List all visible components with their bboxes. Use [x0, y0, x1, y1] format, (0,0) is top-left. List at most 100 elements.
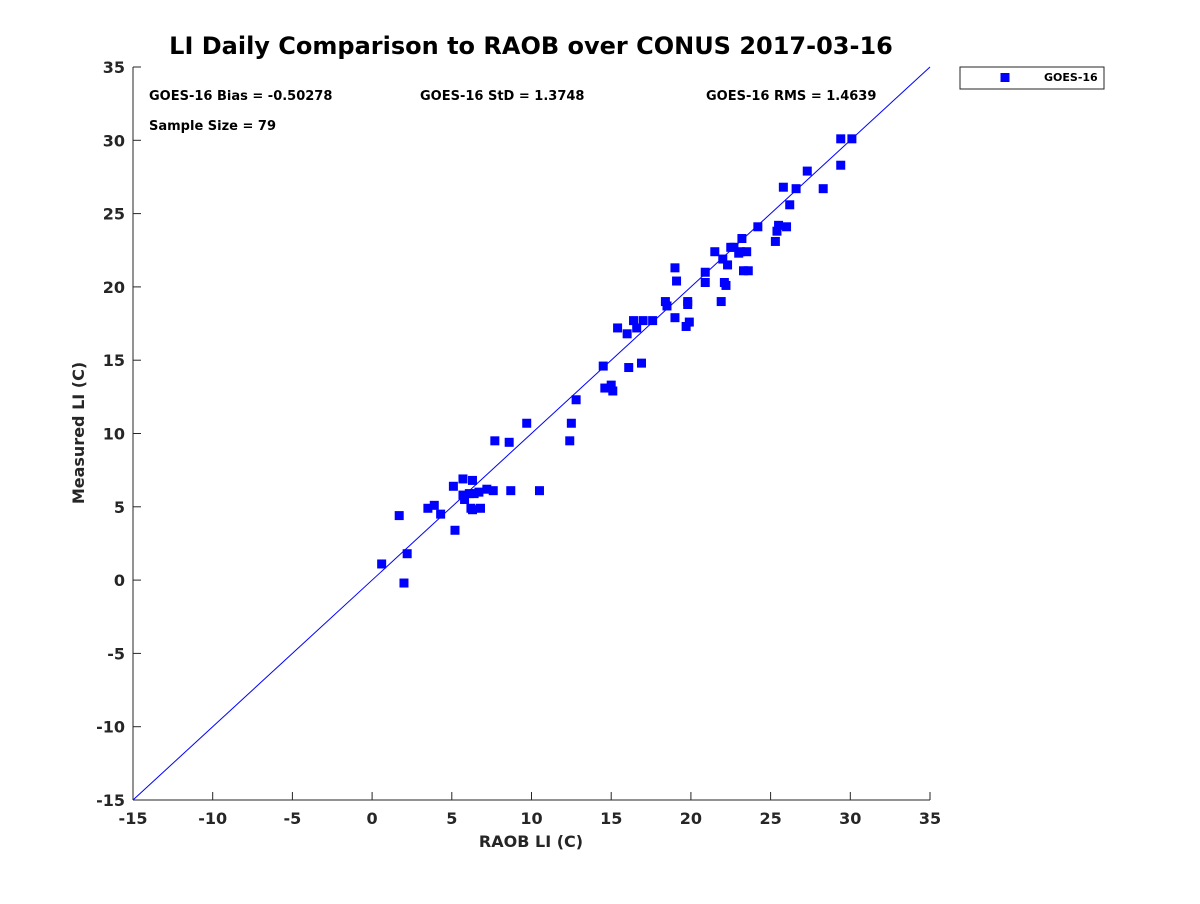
data-point: [802, 166, 812, 176]
data-point: [729, 242, 739, 252]
data-points-layer: [377, 134, 857, 588]
x-axis-label: RAOB LI (C): [479, 832, 583, 851]
data-point: [534, 486, 544, 496]
x-tick-label: 20: [680, 809, 702, 828]
x-tick-label: 30: [839, 809, 861, 828]
data-point: [636, 358, 646, 368]
data-point: [429, 500, 439, 510]
y-tick-label: 15: [103, 351, 125, 370]
data-point: [394, 511, 404, 521]
data-point: [469, 489, 479, 499]
data-point: [475, 503, 485, 513]
std-annotation: GOES-16 StD = 1.3748: [420, 89, 584, 104]
data-point: [770, 236, 780, 246]
data-point: [818, 184, 828, 194]
data-point: [785, 200, 795, 210]
data-point: [721, 280, 731, 290]
data-point: [836, 134, 846, 144]
data-point: [737, 234, 747, 244]
data-point: [474, 487, 484, 497]
data-point: [662, 301, 672, 311]
y-tick-label: 25: [103, 205, 125, 224]
data-point: [436, 509, 446, 519]
data-point: [753, 222, 763, 232]
data-point: [847, 134, 857, 144]
data-point: [423, 503, 433, 513]
data-point: [700, 267, 710, 277]
y-tick-label: 5: [114, 498, 125, 517]
data-point: [571, 395, 581, 405]
data-point: [600, 383, 610, 393]
y-tick-label: 20: [103, 278, 125, 297]
data-point: [739, 266, 748, 276]
data-point: [632, 323, 642, 333]
data-point: [402, 549, 412, 559]
data-point: [778, 182, 788, 192]
data-point: [743, 266, 753, 276]
data-point: [723, 260, 733, 270]
data-point: [718, 254, 728, 264]
legend-marker-goes-16: [1000, 73, 1010, 82]
y-axis-label: Measured LI (C): [69, 362, 88, 504]
legend: GOES-16: [959, 66, 1105, 90]
x-tick-label: 0: [367, 809, 378, 828]
data-point: [608, 386, 618, 396]
data-point: [565, 436, 575, 446]
data-point: [504, 437, 514, 447]
x-tick-label: 5: [446, 809, 457, 828]
data-point: [716, 297, 726, 307]
data-point: [506, 486, 516, 496]
data-point: [648, 316, 658, 326]
x-tick-label: -15: [119, 809, 148, 828]
data-point: [670, 263, 680, 273]
data-point: [791, 184, 801, 194]
y-tick-label: 10: [103, 425, 125, 444]
x-tick-label: -10: [198, 809, 227, 828]
data-point: [684, 317, 694, 327]
data-point: [735, 247, 745, 257]
data-point: [464, 489, 474, 499]
data-point: [377, 559, 387, 569]
data-point: [488, 486, 498, 496]
rms-annotation: GOES-16 RMS = 1.4639: [706, 89, 876, 104]
data-point: [672, 276, 682, 286]
data-point: [629, 316, 639, 326]
data-point: [458, 474, 468, 484]
data-point: [468, 505, 478, 515]
x-tick-label: 35: [919, 809, 941, 828]
x-tick-label: 15: [600, 809, 622, 828]
y-tick-label: -5: [107, 644, 125, 663]
y-tick-label: 0: [114, 571, 125, 590]
y-tick-label: -10: [96, 718, 125, 737]
chart-title: LI Daily Comparison to RAOB over CONUS 2…: [169, 32, 893, 60]
data-point: [598, 361, 608, 371]
y-tick-label: -15: [96, 791, 125, 810]
data-point: [742, 247, 752, 257]
data-point: [606, 380, 616, 390]
data-point: [450, 525, 460, 535]
x-tick-label: -5: [284, 809, 302, 828]
y-tick-label: 35: [103, 58, 125, 77]
data-point: [683, 297, 693, 307]
data-point: [460, 494, 470, 504]
ticks-layer: -15 -10 -5 0 5 10 15 20 25 30 35 -15 -10 -5 0 5 10 15 20 25…: [96, 58, 941, 828]
data-point: [622, 329, 632, 339]
data-point: [468, 475, 478, 485]
data-point: [836, 160, 846, 170]
data-point: [670, 313, 680, 323]
data-point: [700, 278, 710, 287]
data-point: [448, 481, 458, 491]
data-point: [638, 316, 648, 326]
data-point: [522, 418, 532, 428]
data-point: [782, 222, 792, 232]
y-tick-label: 30: [103, 131, 125, 150]
bias-annotation: GOES-16 Bias = -0.50278: [149, 89, 332, 104]
data-point: [490, 436, 500, 446]
data-point: [774, 220, 784, 230]
data-point: [399, 578, 409, 588]
data-point: [613, 323, 623, 333]
data-point: [482, 484, 492, 494]
x-tick-label: 25: [759, 809, 781, 828]
